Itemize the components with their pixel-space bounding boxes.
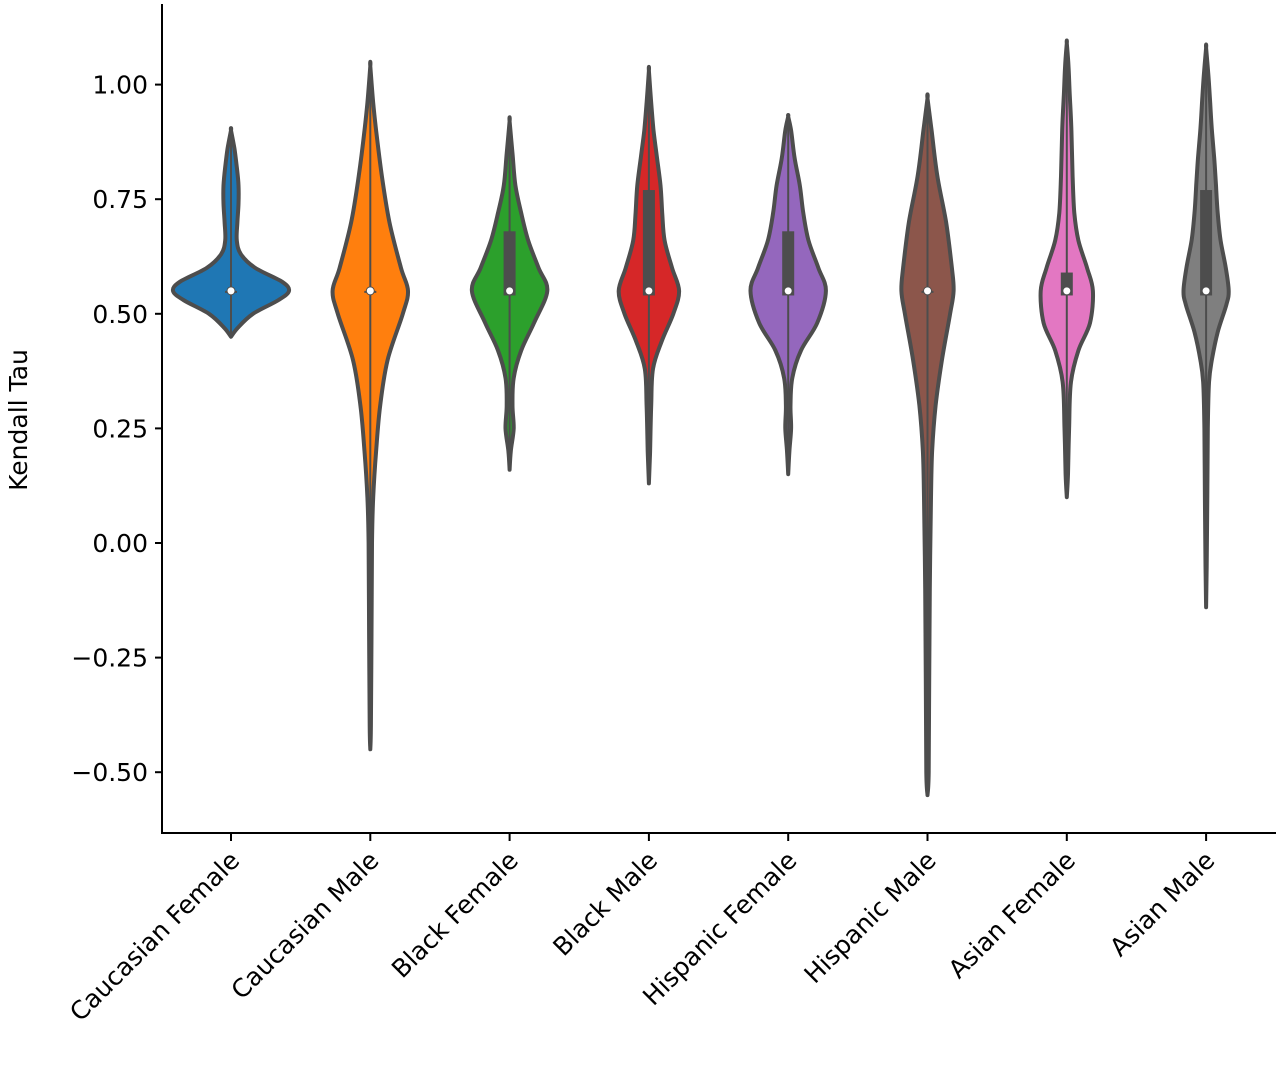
- y-axis-label: Kendall Tau: [4, 349, 33, 491]
- violins-layer: [170, 38, 1231, 798]
- x-tick-label: Caucasian Female: [64, 846, 245, 1027]
- y-ticks: −0.50 −0.25 0.00 0.25 0.50 0.75 1.00: [71, 71, 162, 787]
- y-tick-label: 0.75: [92, 185, 148, 214]
- y-tick-label: 0.25: [92, 414, 148, 443]
- y-tick-label: 0.50: [92, 300, 148, 329]
- violin-iqr-box: [1200, 190, 1213, 296]
- violin-group: [748, 112, 828, 477]
- x-tick-label: Asian Female: [943, 846, 1081, 984]
- violin-group: [616, 64, 682, 486]
- violin-iqr-box: [503, 231, 516, 296]
- violin-iqr-box: [782, 231, 795, 296]
- x-tick-label: Asian Male: [1104, 846, 1220, 962]
- violin-group: [899, 92, 956, 798]
- violin-iqr-box: [642, 190, 655, 296]
- violin-group: [330, 59, 411, 752]
- x-tick-label: Hispanic Male: [798, 846, 941, 989]
- y-tick-label: 0.00: [92, 529, 148, 558]
- violin-median-dot: [644, 286, 654, 296]
- violin-group: [1038, 38, 1096, 500]
- violin-median-dot: [226, 286, 236, 296]
- violin-median-dot: [1201, 286, 1211, 296]
- y-tick-label: −0.50: [71, 758, 148, 787]
- x-tick-label: Caucasian Male: [225, 846, 384, 1005]
- violin-median-dot: [505, 286, 515, 296]
- violin-median-dot: [923, 286, 932, 296]
- violin-median-dot: [783, 286, 793, 296]
- x-tick-label: Black Female: [386, 846, 524, 984]
- y-tick-label: 1.00: [92, 71, 148, 100]
- violin-group: [170, 126, 292, 339]
- violin-group: [1181, 42, 1231, 610]
- x-tick-label: Hispanic Female: [637, 846, 802, 1011]
- y-tick-label: −0.25: [71, 644, 148, 673]
- axes-layer: [161, 4, 1276, 834]
- violin-median-dot: [1062, 286, 1072, 296]
- violin-median-dot: [365, 286, 375, 296]
- violin-group: [469, 115, 550, 472]
- x-tick-label: Black Male: [547, 846, 663, 962]
